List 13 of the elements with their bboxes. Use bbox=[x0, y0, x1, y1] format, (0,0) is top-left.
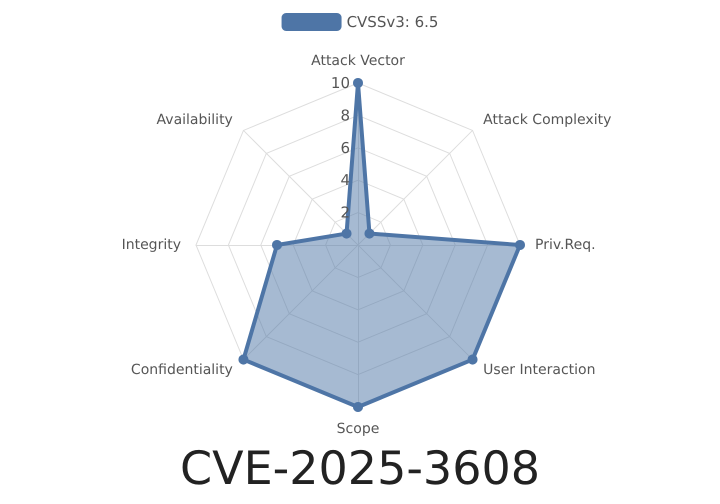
y-tick-label: 10 bbox=[330, 74, 350, 92]
legend-label: CVSSv3: 6.5 bbox=[346, 13, 438, 31]
spoke-label: User Interaction bbox=[483, 362, 596, 378]
spoke-label: Scope bbox=[336, 421, 380, 437]
spoke-label: Availability bbox=[156, 112, 233, 128]
spoke-label: Priv.Req. bbox=[535, 237, 596, 253]
spoke-label: Integrity bbox=[122, 237, 181, 253]
text: CVE-2025-3608 bbox=[180, 441, 540, 495]
y-tick-label: 6 bbox=[340, 138, 350, 157]
spoke-label: Attack Vector bbox=[311, 53, 406, 69]
spoke-label: Confidentiality bbox=[130, 362, 233, 378]
spoke-label: Attack Complexity bbox=[483, 112, 612, 128]
y-tick-label: 8 bbox=[340, 106, 350, 124]
